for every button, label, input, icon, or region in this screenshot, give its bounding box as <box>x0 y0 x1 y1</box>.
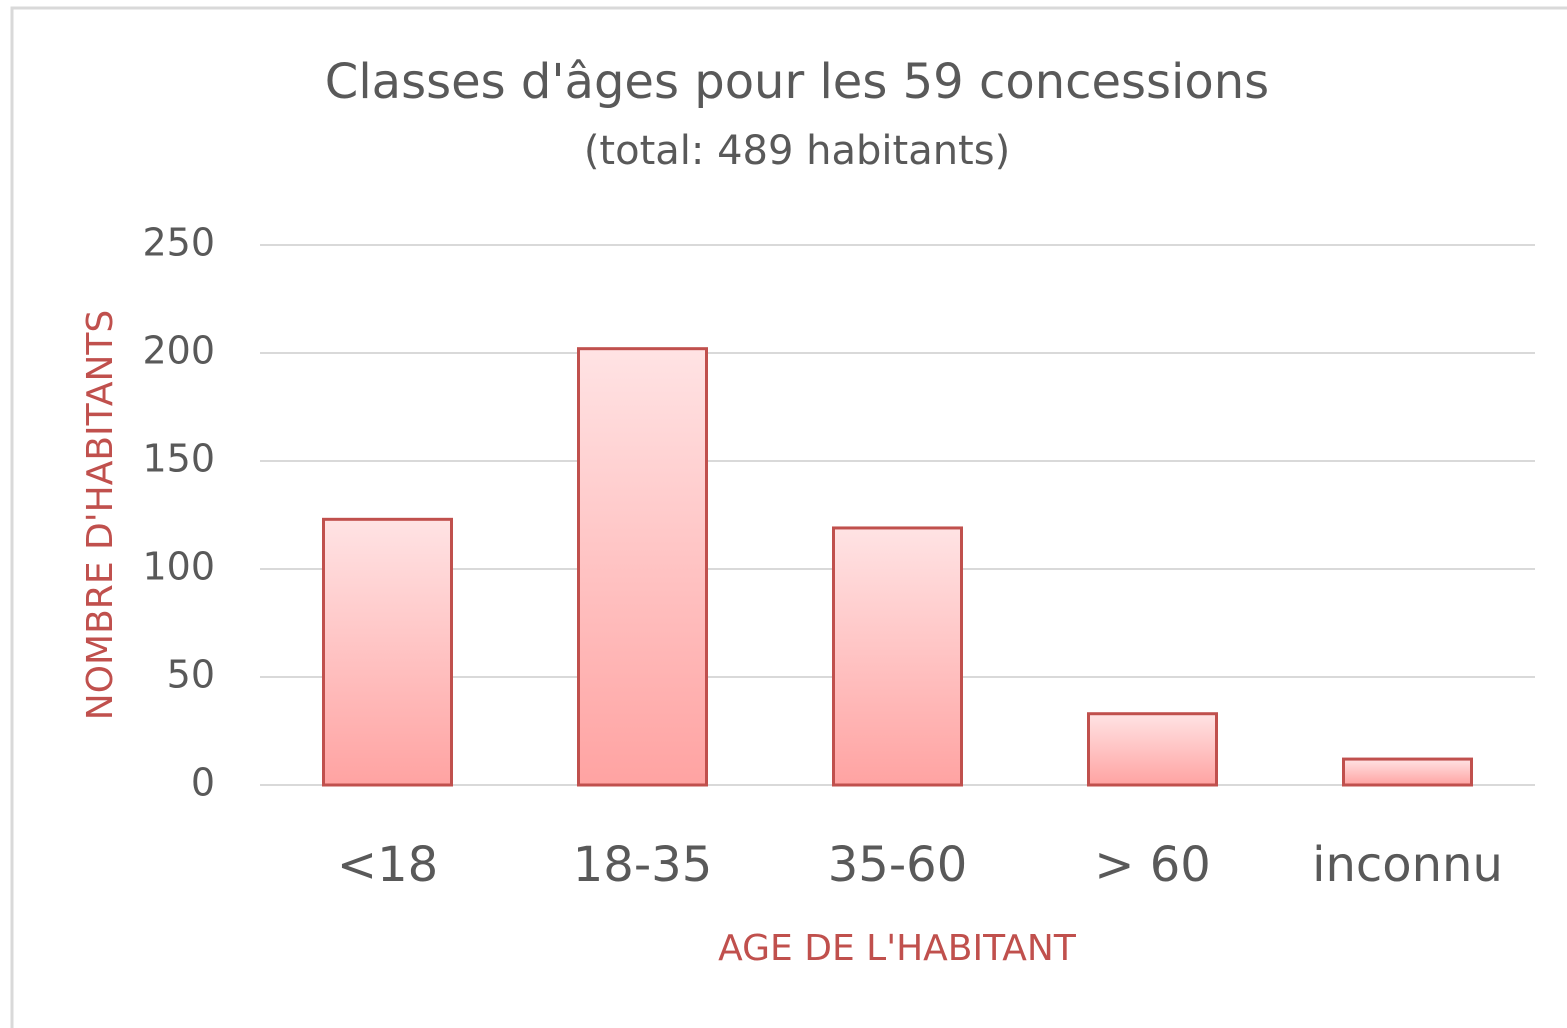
bar <box>322 517 453 787</box>
x-tick-label: <18 <box>337 837 438 893</box>
bar <box>832 526 963 787</box>
y-axis-title: NOMBRE D'HABITANTS <box>80 310 121 720</box>
x-tick-label: 35-60 <box>828 837 967 893</box>
y-tick-label: 200 <box>142 329 215 373</box>
y-tick-label: 250 <box>142 221 215 265</box>
y-tick-label: 50 <box>167 653 215 697</box>
chart-title: Classes d'âges pour les 59 concessions <box>325 54 1269 110</box>
bar <box>577 347 708 787</box>
y-tick-label: 100 <box>142 545 215 589</box>
x-tick-label: inconnu <box>1312 837 1503 893</box>
y-tick-label: 0 <box>191 761 215 805</box>
x-tick-label: > 60 <box>1094 837 1211 893</box>
bar <box>1087 712 1218 787</box>
x-tick-label: 18-35 <box>573 837 712 893</box>
y-tick-label: 150 <box>142 437 215 481</box>
x-axis-title: AGE DE L'HABITANT <box>718 928 1077 969</box>
chart-subtitle: (total: 489 habitants) <box>584 128 1010 174</box>
chart-frame <box>10 6 1567 1028</box>
bar <box>1342 757 1473 787</box>
